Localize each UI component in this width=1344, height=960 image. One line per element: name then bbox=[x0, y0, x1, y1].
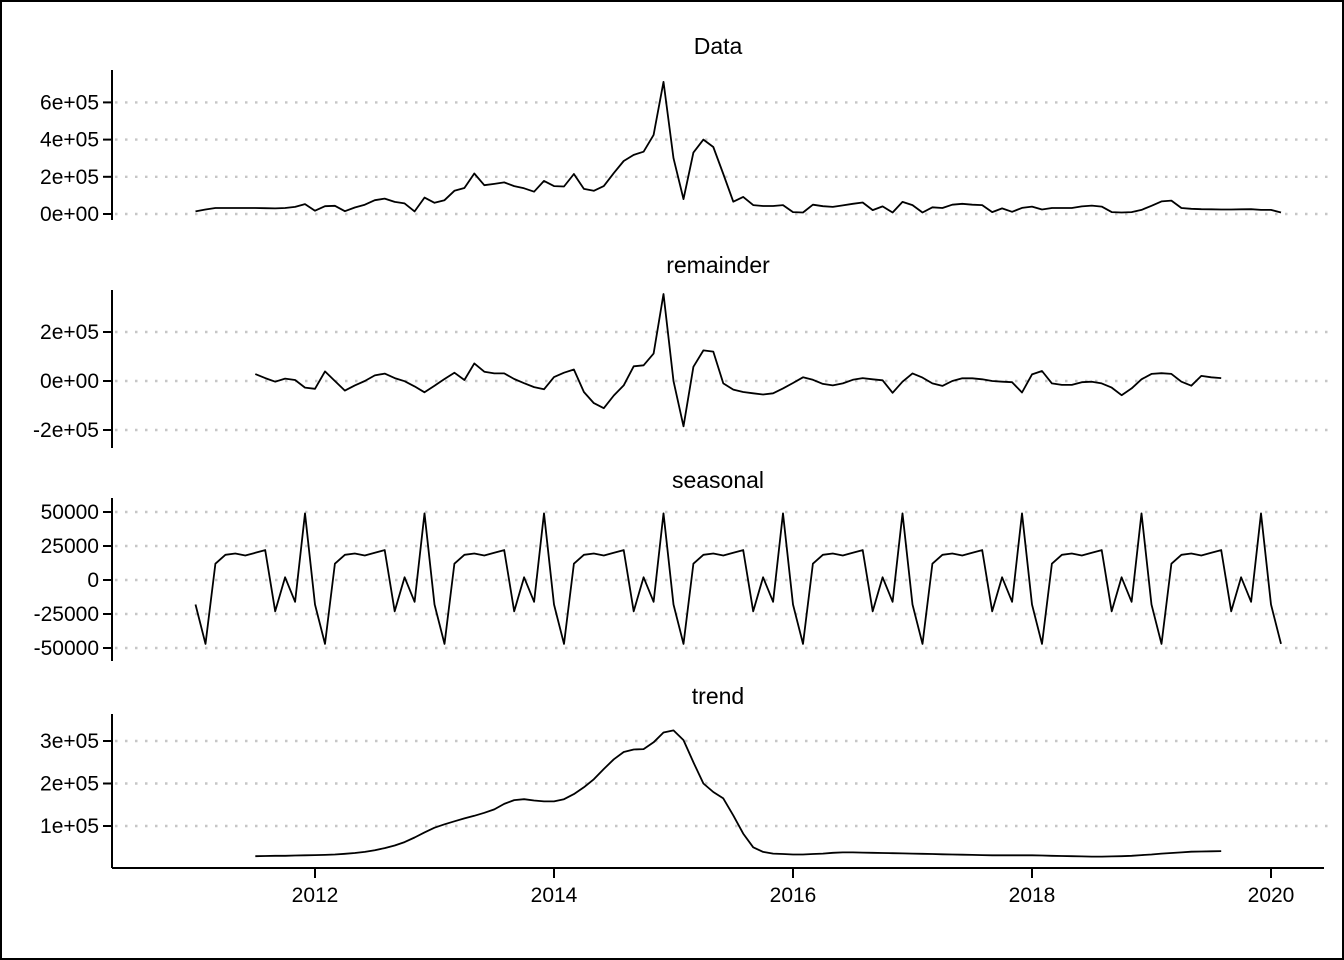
gridlines-layer bbox=[115, 101, 1328, 828]
y-tick-label: 2e+05 bbox=[40, 166, 99, 189]
y-tick-label: 6e+05 bbox=[40, 91, 99, 114]
axes-layer: 6e+05 4e+05 2e+05 0e+00 2e+05 0e+00 -2e+05 5000… bbox=[33, 70, 1324, 878]
series-line-data bbox=[195, 81, 1282, 214]
y-tick-label: 0e+00 bbox=[40, 203, 99, 226]
panel-title-remainder: remainder bbox=[666, 252, 770, 278]
y-tick-label: 2e+05 bbox=[40, 773, 99, 796]
y-tick-label: 2e+05 bbox=[40, 321, 99, 344]
y-tick-label: 0e+00 bbox=[40, 370, 99, 393]
y-tick-label: 4e+05 bbox=[40, 129, 99, 152]
y-tick-label: -2e+05 bbox=[33, 419, 99, 442]
y-tick-label: -25000 bbox=[34, 603, 99, 626]
series-line-seasonal bbox=[194, 512, 1282, 645]
x-tick-label: 2012 bbox=[292, 884, 339, 907]
y-tick-label: 50000 bbox=[41, 501, 99, 524]
panel-title-seasonal: seasonal bbox=[672, 467, 764, 493]
y-tick-label: 25000 bbox=[41, 535, 99, 558]
x-tick-label: 2020 bbox=[1248, 884, 1295, 907]
x-axis-labels: 2012 2014 2016 2018 2020 bbox=[292, 884, 1295, 907]
series-line-trend bbox=[255, 729, 1222, 858]
y-tick-label: 1e+05 bbox=[40, 815, 99, 838]
titles-layer: Data remainder seasonal trend bbox=[666, 33, 770, 709]
series-layer bbox=[194, 81, 1282, 858]
panel-title-data: Data bbox=[694, 33, 743, 59]
y-tick-label: 0 bbox=[87, 569, 99, 592]
panel-title-trend: trend bbox=[692, 683, 744, 709]
y-tick-label: 3e+05 bbox=[40, 730, 99, 753]
x-tick-label: 2016 bbox=[770, 884, 817, 907]
x-tick-label: 2014 bbox=[531, 884, 578, 907]
y-tick-label: -50000 bbox=[34, 637, 99, 660]
x-tick-label: 2018 bbox=[1009, 884, 1056, 907]
series-line-remainder bbox=[254, 293, 1222, 428]
